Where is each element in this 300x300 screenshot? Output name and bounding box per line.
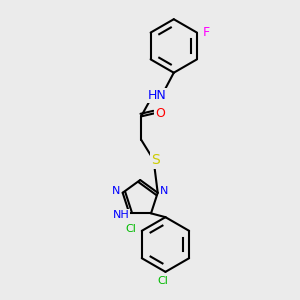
Text: F: F	[203, 26, 210, 39]
Text: NH: NH	[113, 210, 129, 220]
Text: N: N	[112, 186, 120, 196]
Text: N: N	[160, 186, 168, 196]
Text: HN: HN	[148, 88, 167, 101]
Text: Cl: Cl	[125, 224, 136, 234]
Text: Cl: Cl	[157, 276, 168, 286]
Text: O: O	[155, 107, 165, 120]
Text: S: S	[151, 153, 159, 167]
